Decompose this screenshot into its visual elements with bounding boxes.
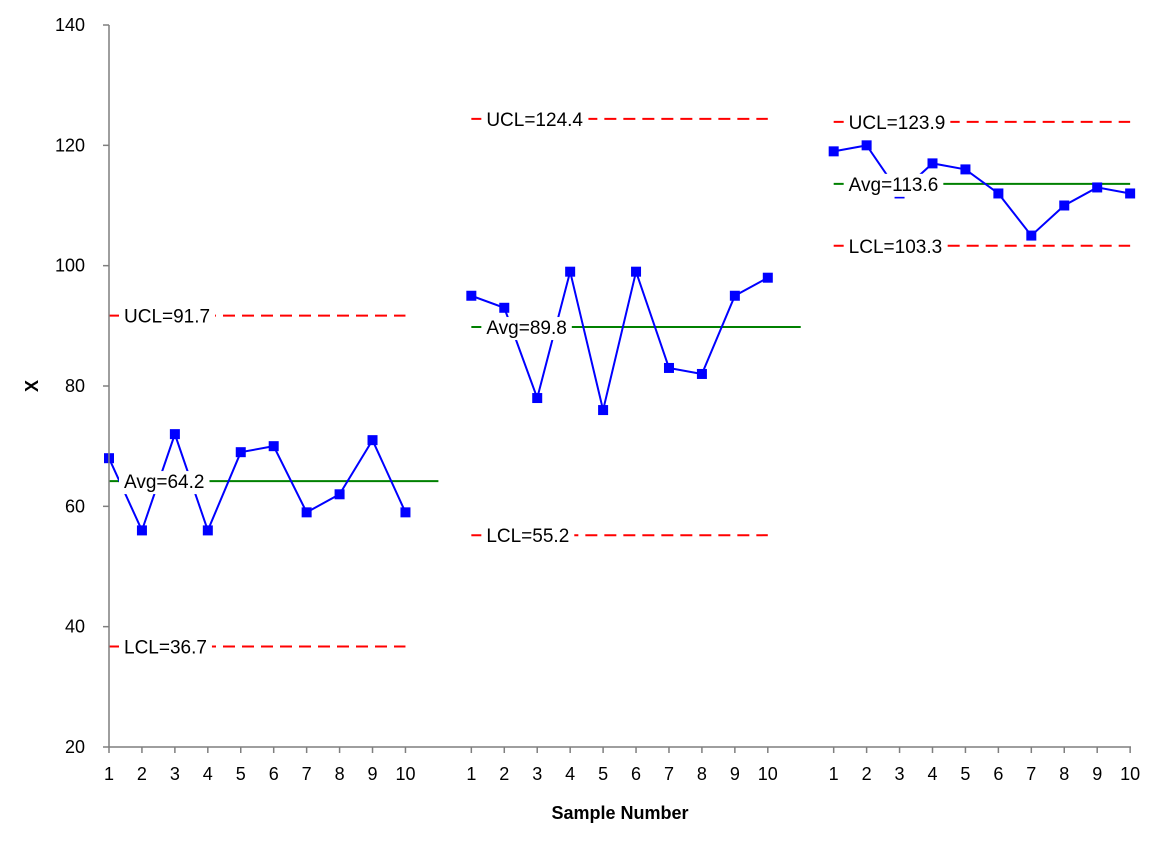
data-point [565, 266, 576, 277]
lcl-label-background [119, 636, 212, 660]
data-series-line [833, 144, 1131, 238]
x-tick-label: 6 [631, 764, 641, 784]
data-point [268, 441, 279, 452]
x-tick-label: 9 [1092, 764, 1102, 784]
data-point [532, 393, 543, 404]
x-tick-label: 4 [565, 764, 575, 784]
data-point [927, 158, 938, 169]
avg-label-background [843, 173, 944, 197]
avg-label-background [119, 471, 210, 495]
lcl-label-background [481, 525, 575, 549]
y-tick-label: 60 [65, 496, 85, 516]
x-tick-label: 4 [203, 764, 213, 784]
axes: 20 40 60 80 100 120 140 1 2 3 4 5 6 7 8 9 10 1 2 3 4 5 6 7 8 9 10 1… [55, 15, 1140, 784]
x-tick-label: 1 [829, 764, 839, 784]
lcl-label: LCL=55.2 [486, 526, 569, 547]
data-point [762, 272, 773, 283]
data-point [169, 429, 180, 440]
data-point [598, 405, 609, 416]
y-tick-label: 80 [65, 376, 85, 396]
data-point [729, 290, 740, 301]
x-tick-label: 2 [499, 764, 509, 784]
x-tick-label: 9 [730, 764, 740, 784]
ucl-label: UCL=91.7 [124, 307, 210, 328]
x-tick-label: 3 [532, 764, 542, 784]
ucl-label-background [119, 305, 216, 329]
x-tick-label: 8 [335, 764, 345, 784]
x-tick-label: 7 [302, 764, 312, 784]
data-point [235, 447, 246, 458]
data-point [861, 140, 872, 151]
x-tick-label: 2 [137, 764, 147, 784]
ucl-label: UCL=123.9 [849, 113, 946, 134]
x-tick-label: 7 [1026, 764, 1036, 784]
data-point [400, 507, 411, 518]
y-tick-label: 120 [55, 135, 85, 155]
data-point [1026, 230, 1037, 241]
x-tick-label: 3 [170, 764, 180, 784]
data-point [136, 525, 147, 536]
ucl-label-background [843, 111, 951, 135]
avg-label: Avg=89.8 [486, 318, 566, 339]
x-tick-label: 10 [758, 764, 778, 784]
x-tick-label: 8 [697, 764, 707, 784]
x-tick-label: 9 [368, 764, 378, 784]
lcl-label-background [843, 235, 948, 259]
y-tick-label: 20 [65, 737, 85, 757]
ucl-label-background [481, 108, 589, 132]
data-point [1059, 200, 1070, 211]
x-tick-label: 5 [236, 764, 246, 784]
x-tick-label: 5 [598, 764, 608, 784]
data-point [696, 368, 707, 379]
data-point [301, 507, 312, 518]
data-point [1092, 182, 1103, 193]
x-tick-label: 10 [1120, 764, 1140, 784]
data-point [828, 146, 839, 157]
x-tick-label: 7 [664, 764, 674, 784]
plot-area [104, 117, 1136, 648]
data-point [334, 489, 345, 500]
avg-label: Avg=113.6 [849, 175, 939, 196]
y-tick-label: 40 [65, 617, 85, 637]
x-tick-label: 10 [395, 764, 415, 784]
data-point [960, 164, 971, 175]
limit-labels: UCL=91.7 Avg=64.2 LCL=36.7 UCL=124.4 Avg=89.… [119, 108, 951, 660]
x-tick-label: 8 [1059, 764, 1069, 784]
data-point [499, 302, 510, 313]
data-point [367, 435, 378, 446]
data-point [202, 525, 213, 536]
data-point [663, 362, 674, 373]
x-axis-title: Sample Number [551, 803, 688, 823]
lcl-label: LCL=103.3 [849, 237, 943, 258]
data-point [466, 290, 477, 301]
y-tick-label: 100 [55, 256, 85, 276]
ucl-label: UCL=124.4 [486, 110, 583, 131]
avg-label: Avg=64.2 [124, 472, 204, 493]
data-point [631, 266, 642, 277]
x-tick-label: 1 [104, 764, 114, 784]
x-tick-label: 1 [466, 764, 476, 784]
avg-label-background [481, 317, 572, 341]
x-tick-label: 4 [927, 764, 937, 784]
data-series-line [470, 268, 769, 411]
x-tick-label: 6 [993, 764, 1003, 784]
x-tick-label: 2 [862, 764, 872, 784]
x-tick-label: 6 [269, 764, 279, 784]
y-axis-title: X [22, 380, 42, 392]
data-point [993, 188, 1004, 199]
data-point [1125, 188, 1136, 199]
lcl-label: LCL=36.7 [124, 638, 207, 659]
x-tick-label: 5 [960, 764, 970, 784]
x-tick-label: 3 [895, 764, 905, 784]
y-tick-label: 140 [55, 15, 85, 35]
